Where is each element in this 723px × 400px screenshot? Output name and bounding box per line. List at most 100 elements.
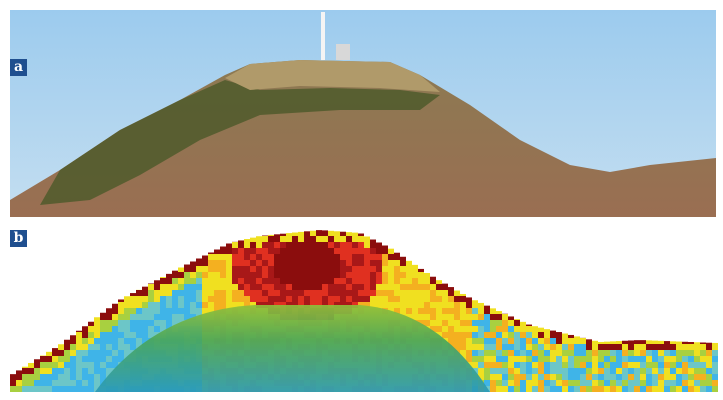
density-cell bbox=[298, 272, 304, 278]
density-cell bbox=[256, 296, 262, 302]
density-cell bbox=[100, 362, 106, 368]
density-cell bbox=[364, 272, 370, 278]
density-cell bbox=[250, 278, 256, 284]
density-cell bbox=[646, 340, 652, 347]
density-cell bbox=[712, 344, 718, 350]
density-cell bbox=[580, 374, 586, 380]
density-cell bbox=[454, 290, 460, 297]
density-cell bbox=[460, 326, 466, 332]
density-cell bbox=[568, 362, 574, 368]
density-cell bbox=[436, 296, 442, 302]
density-cell bbox=[406, 290, 412, 296]
density-cell bbox=[454, 332, 460, 338]
density-cell bbox=[412, 278, 418, 284]
density-cell bbox=[406, 278, 412, 284]
density-cell bbox=[400, 266, 406, 272]
density-cell bbox=[394, 278, 400, 284]
density-cell bbox=[580, 344, 586, 350]
density-cell bbox=[82, 374, 88, 380]
density-cell bbox=[334, 254, 340, 260]
density-cell bbox=[478, 344, 484, 350]
density-cell bbox=[496, 380, 502, 386]
density-cell bbox=[490, 362, 496, 368]
density-cell bbox=[382, 296, 388, 302]
density-cell bbox=[148, 284, 154, 290]
density-cell bbox=[268, 236, 274, 242]
density-cell bbox=[184, 284, 190, 290]
density-cell bbox=[346, 272, 352, 278]
density-cell bbox=[406, 302, 412, 308]
density-cell bbox=[436, 320, 442, 326]
density-cell bbox=[70, 386, 76, 392]
density-cell bbox=[262, 248, 268, 254]
density-cell bbox=[388, 254, 394, 260]
density-cell bbox=[298, 266, 304, 272]
density-cell bbox=[664, 380, 670, 386]
density-cell bbox=[352, 254, 358, 260]
density-cell bbox=[694, 356, 700, 362]
density-cell bbox=[322, 272, 328, 278]
density-cell bbox=[220, 266, 226, 272]
density-cell bbox=[514, 338, 520, 344]
density-cell bbox=[550, 356, 556, 362]
density-cell bbox=[202, 284, 208, 290]
density-cell bbox=[142, 290, 148, 296]
density-cell bbox=[250, 290, 256, 296]
density-cell bbox=[70, 362, 76, 368]
density-cell bbox=[148, 308, 154, 314]
density-cell bbox=[208, 266, 214, 272]
density-cell bbox=[610, 350, 616, 356]
density-cell bbox=[634, 380, 640, 386]
density-cell bbox=[274, 248, 280, 254]
density-cell bbox=[682, 350, 688, 356]
density-cell bbox=[496, 362, 502, 368]
density-cell bbox=[238, 272, 244, 278]
density-cell bbox=[58, 368, 64, 374]
density-cell bbox=[478, 350, 484, 356]
density-cell bbox=[316, 290, 322, 296]
density-cell bbox=[490, 374, 496, 380]
density-cell bbox=[454, 344, 460, 350]
density-cell bbox=[232, 302, 238, 308]
density-cell bbox=[520, 338, 526, 344]
density-cell bbox=[580, 362, 586, 368]
density-cell bbox=[172, 290, 178, 296]
density-cell bbox=[340, 266, 346, 272]
density-cell bbox=[442, 296, 448, 302]
density-cell bbox=[502, 350, 508, 356]
density-cell bbox=[586, 374, 592, 380]
density-cell bbox=[322, 284, 328, 290]
density-cell bbox=[496, 386, 502, 392]
density-cell bbox=[490, 326, 496, 332]
density-cell bbox=[556, 344, 562, 350]
density-cell bbox=[76, 386, 82, 392]
density-cell bbox=[178, 308, 184, 314]
density-cell bbox=[304, 278, 310, 284]
density-cell bbox=[400, 272, 406, 278]
density-cell bbox=[418, 308, 424, 314]
density-cell bbox=[478, 338, 484, 344]
density-cell bbox=[406, 296, 412, 302]
density-cell bbox=[538, 368, 544, 374]
density-cell bbox=[112, 362, 118, 368]
density-cell bbox=[712, 386, 718, 392]
density-cell bbox=[574, 350, 580, 356]
density-cell bbox=[322, 242, 328, 248]
density-cell bbox=[484, 356, 490, 362]
density-cell bbox=[604, 344, 610, 350]
density-cell bbox=[76, 380, 82, 386]
density-cell bbox=[574, 374, 580, 380]
density-cell bbox=[160, 302, 166, 308]
density-cell bbox=[184, 278, 190, 284]
density-cell bbox=[100, 374, 106, 380]
density-cell bbox=[670, 374, 676, 380]
density-cell bbox=[352, 296, 358, 302]
density-cell bbox=[226, 302, 232, 308]
density-cell bbox=[58, 386, 64, 392]
density-cell bbox=[352, 266, 358, 272]
density-cell bbox=[268, 296, 274, 302]
density-cell bbox=[640, 362, 646, 368]
density-cell bbox=[226, 260, 232, 266]
density-cell bbox=[688, 380, 694, 386]
density-cell bbox=[700, 380, 706, 386]
